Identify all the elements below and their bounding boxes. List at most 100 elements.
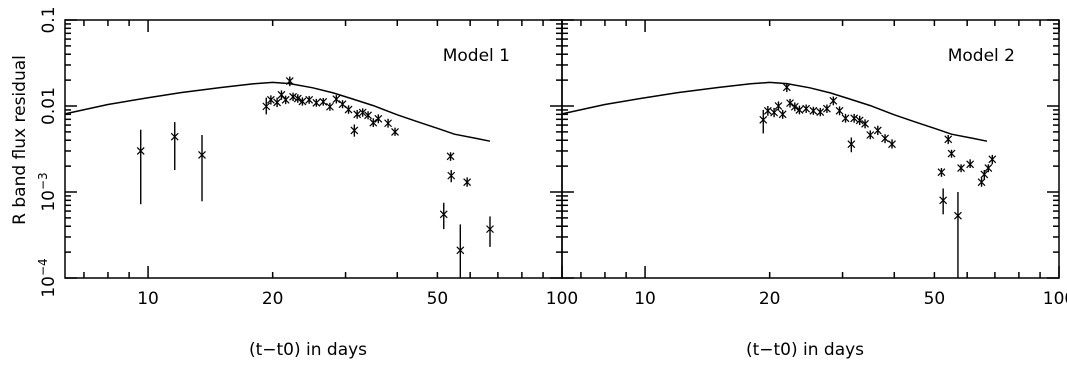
data-point bbox=[988, 154, 997, 165]
model-curve bbox=[64, 81, 491, 142]
point-marker bbox=[384, 119, 392, 128]
point-marker bbox=[293, 94, 302, 103]
data-point bbox=[319, 97, 328, 106]
point-marker bbox=[770, 108, 779, 117]
data-point bbox=[293, 94, 302, 103]
data-point bbox=[325, 102, 334, 111]
x-tick-label: 50 bbox=[427, 289, 449, 309]
point-marker bbox=[305, 95, 314, 104]
data-point bbox=[841, 113, 850, 123]
point-marker bbox=[456, 246, 465, 255]
point-marker bbox=[866, 131, 875, 139]
data-point bbox=[881, 134, 889, 144]
data-point bbox=[966, 159, 975, 169]
data-point bbox=[262, 97, 271, 115]
data-point bbox=[847, 137, 856, 153]
data-point bbox=[850, 113, 859, 123]
data-point bbox=[759, 109, 768, 134]
data-point bbox=[136, 129, 145, 205]
point-marker bbox=[795, 106, 804, 114]
panel-model-2: Model 2 (t−t0) in days 10 20 50 100 bbox=[561, 19, 1067, 360]
data-point bbox=[364, 111, 372, 120]
point-marker bbox=[281, 95, 290, 104]
data-point bbox=[947, 149, 956, 158]
data-point bbox=[835, 106, 844, 116]
point-marker bbox=[446, 152, 455, 161]
point-marker bbox=[937, 168, 946, 177]
point-marker bbox=[374, 114, 383, 123]
point-marker bbox=[350, 126, 359, 135]
y-tick-label: 0.01 bbox=[39, 87, 59, 125]
point-marker bbox=[873, 126, 882, 135]
point-marker bbox=[364, 111, 372, 120]
data-point bbox=[338, 100, 347, 109]
point-marker bbox=[957, 164, 965, 172]
point-marker bbox=[289, 92, 297, 101]
data-point bbox=[774, 101, 783, 111]
point-marker bbox=[358, 108, 367, 117]
data-point bbox=[350, 124, 359, 137]
point-marker bbox=[353, 110, 362, 119]
data-point bbox=[384, 118, 392, 128]
data-point bbox=[809, 106, 818, 115]
data-point bbox=[888, 139, 896, 149]
data-point bbox=[353, 109, 362, 119]
point-marker bbox=[447, 171, 456, 180]
point-marker bbox=[463, 178, 472, 187]
point-marker bbox=[285, 77, 294, 85]
point-marker bbox=[980, 170, 989, 179]
point-marker bbox=[822, 104, 831, 113]
x-tick-label: 50 bbox=[924, 289, 946, 309]
point-marker bbox=[850, 114, 859, 123]
x-tick-label: 20 bbox=[262, 289, 284, 309]
data-point bbox=[486, 216, 494, 247]
point-marker bbox=[344, 105, 353, 114]
point-marker bbox=[954, 211, 962, 220]
point-marker bbox=[881, 134, 889, 143]
point-marker bbox=[325, 102, 334, 111]
data-point bbox=[778, 109, 787, 119]
x-tick-label: 10 bbox=[137, 289, 159, 309]
data-point bbox=[802, 104, 811, 113]
data-point bbox=[866, 130, 875, 140]
data-point bbox=[456, 224, 465, 278]
point-marker bbox=[332, 95, 341, 104]
data-point bbox=[374, 114, 383, 124]
point-marker bbox=[273, 98, 282, 107]
point-marker bbox=[809, 106, 818, 115]
data-point bbox=[285, 76, 294, 87]
point-marker bbox=[947, 149, 956, 158]
data-point bbox=[358, 108, 367, 117]
point-marker bbox=[888, 140, 896, 149]
point-marker bbox=[262, 102, 271, 111]
data-point bbox=[855, 115, 864, 126]
data-point bbox=[937, 168, 946, 177]
point-marker bbox=[266, 95, 275, 104]
y-tick-label: 0.1 bbox=[39, 6, 59, 33]
data-point bbox=[816, 107, 825, 117]
data-point bbox=[332, 95, 341, 104]
data-point bbox=[446, 152, 455, 161]
x-tick-label: 100 bbox=[546, 289, 578, 309]
data-point bbox=[391, 127, 399, 136]
x-tick-label: 10 bbox=[634, 289, 656, 309]
point-marker bbox=[816, 108, 825, 116]
y-axis-title: R band flux residual bbox=[10, 55, 30, 225]
point-marker bbox=[136, 147, 145, 155]
data-point bbox=[977, 178, 986, 187]
panel-model-1: Model 1 (t−t0) in days R band flux resid… bbox=[10, 6, 578, 360]
point-marker bbox=[977, 178, 986, 187]
point-marker bbox=[319, 97, 328, 106]
y-tick-label: 10−4 bbox=[36, 258, 59, 297]
point-marker bbox=[988, 155, 997, 164]
point-marker bbox=[298, 97, 307, 106]
data-point bbox=[281, 95, 290, 105]
x-axis-title: (t−t0) in days bbox=[249, 340, 367, 360]
point-marker bbox=[944, 135, 953, 144]
point-marker bbox=[439, 210, 448, 219]
data-point bbox=[790, 102, 799, 112]
data-point bbox=[439, 202, 448, 230]
data-point bbox=[829, 96, 838, 106]
point-marker bbox=[939, 196, 948, 205]
